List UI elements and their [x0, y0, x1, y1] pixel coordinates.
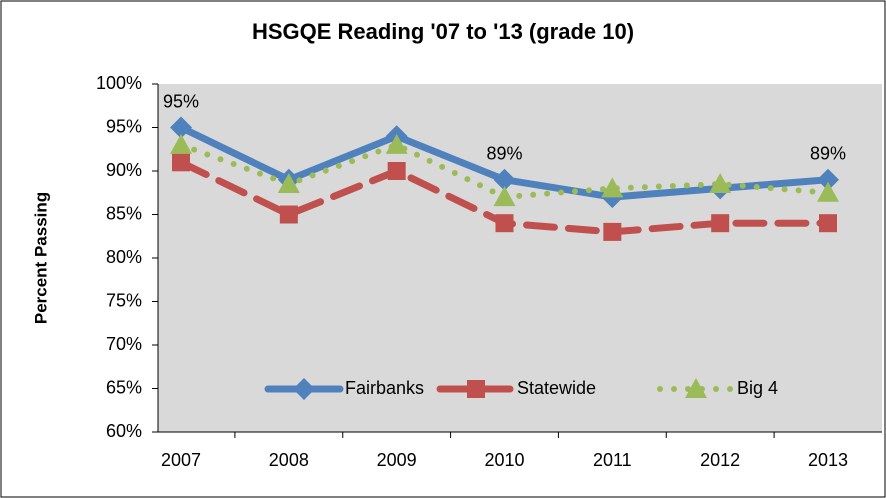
marker — [493, 186, 516, 207]
y-tick-label: 100% — [96, 73, 142, 93]
legend-label: Fairbanks — [345, 378, 424, 398]
x-tick-label: 2012 — [700, 450, 740, 470]
marker — [685, 378, 707, 398]
marker — [817, 181, 839, 202]
marker — [170, 116, 192, 139]
marker — [385, 133, 408, 154]
marker — [819, 214, 837, 233]
y-tick-label: 70% — [106, 334, 142, 354]
x-tick-label: 2008 — [269, 450, 309, 470]
data-label: 95% — [163, 91, 199, 111]
y-tick-label: 90% — [106, 160, 142, 180]
marker — [467, 380, 485, 398]
y-tick-label: 95% — [106, 116, 142, 136]
y-tick-label: 80% — [106, 247, 142, 267]
marker — [493, 168, 516, 191]
chart-title: HSGQE Reading '07 to '13 (grade 10) — [252, 19, 634, 44]
x-tick-label: 2011 — [593, 450, 632, 470]
plot-area — [158, 84, 882, 432]
marker — [711, 214, 730, 233]
y-tick-label: 60% — [106, 421, 142, 441]
marker — [277, 173, 300, 194]
marker — [817, 168, 839, 191]
marker — [279, 205, 298, 224]
x-tick-label: 2009 — [377, 450, 417, 470]
legend-label: Big 4 — [737, 378, 778, 398]
data-label: 89% — [810, 143, 846, 163]
x-tick-label: 2010 — [484, 450, 524, 470]
marker — [172, 153, 190, 172]
y-tick-label: 75% — [106, 290, 142, 310]
marker — [495, 214, 514, 233]
y-tick-label: 65% — [106, 377, 142, 397]
x-tick-label: 2013 — [808, 450, 848, 470]
marker — [293, 378, 315, 400]
legend-label: Statewide — [517, 378, 596, 398]
marker — [601, 177, 624, 198]
data-label: 89% — [486, 143, 522, 163]
marker — [709, 173, 732, 194]
y-tick-label: 85% — [106, 203, 142, 223]
marker — [603, 222, 622, 241]
marker — [387, 162, 406, 180]
marker — [170, 133, 192, 154]
x-tick-label: 2007 — [161, 450, 201, 470]
y-axis-label: Percent Passing — [31, 192, 50, 324]
